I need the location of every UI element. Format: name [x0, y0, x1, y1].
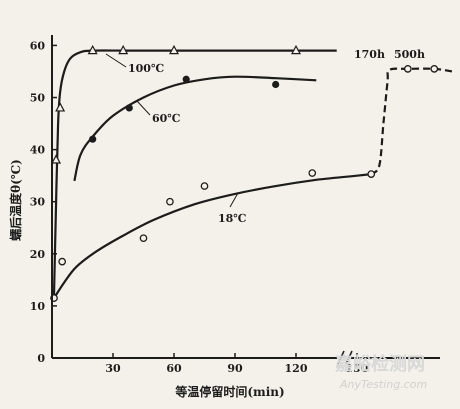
watermark-cn: 嘉峪检测网: [334, 353, 425, 375]
x-tick-label: 120: [285, 362, 308, 375]
data-point-filled-circle: [272, 80, 280, 89]
label-60c: 60℃: [152, 112, 181, 125]
x-tick-label: 90: [227, 362, 243, 375]
axis-break-mark-2: [345, 350, 353, 365]
y-tick-label: 20: [30, 248, 46, 261]
data-point-triangle: [55, 102, 66, 112]
y-tick-label: 40: [30, 144, 46, 157]
data-point-open-circle: [58, 257, 67, 266]
data-point-open-circle: [403, 65, 412, 73]
series-line-2: [53, 173, 372, 299]
data-point-filled-circle: [182, 75, 190, 83]
axis-break-mark-1: [337, 350, 345, 365]
y-tick-label: 0: [37, 352, 45, 365]
x-tick-label: 60: [166, 362, 182, 375]
data-point-open-circle: [200, 182, 209, 190]
x-tick-label: 150: [346, 362, 369, 375]
data-point-open-circle: [308, 169, 317, 177]
annotation-500h: 500h: [394, 48, 425, 61]
data-point-open-circle: [166, 197, 174, 206]
y-tick-label: 50: [30, 92, 46, 105]
label-100c-leader: [105, 53, 127, 68]
annotation-170h: 170h: [354, 48, 385, 61]
x-tick-label: 30: [105, 362, 121, 375]
x-axis-title: 等温停留时间(min): [174, 384, 284, 399]
series-line-3: [370, 67, 453, 175]
label-18c: 18℃: [218, 212, 247, 225]
data-point-filled-circle: [125, 104, 133, 112]
series-line-0: [52, 49, 337, 296]
data-point-triangle: [118, 44, 129, 55]
data-point-triangle: [169, 44, 179, 55]
y-tick-label: 30: [30, 196, 46, 209]
data-point-triangle: [51, 154, 62, 164]
y-tick-label: 60: [30, 39, 46, 52]
data-point-open-circle: [430, 65, 439, 73]
y-axis-title: 蠕后温度θ(℃): [8, 159, 23, 241]
watermark-en: AnyTesting.com: [339, 378, 427, 391]
label-18c-leader: [229, 192, 239, 208]
data-point-triangle: [291, 44, 301, 55]
data-point-open-circle: [139, 234, 148, 243]
data-point-open-circle: [367, 170, 376, 178]
label-60c-leader: [136, 100, 151, 116]
label-100c: 100℃: [128, 62, 164, 75]
data-point-triangle: [87, 44, 98, 55]
data-point-filled-circle: [89, 135, 97, 143]
series-line-1: [73, 75, 317, 182]
y-tick-label: 10: [30, 300, 46, 313]
